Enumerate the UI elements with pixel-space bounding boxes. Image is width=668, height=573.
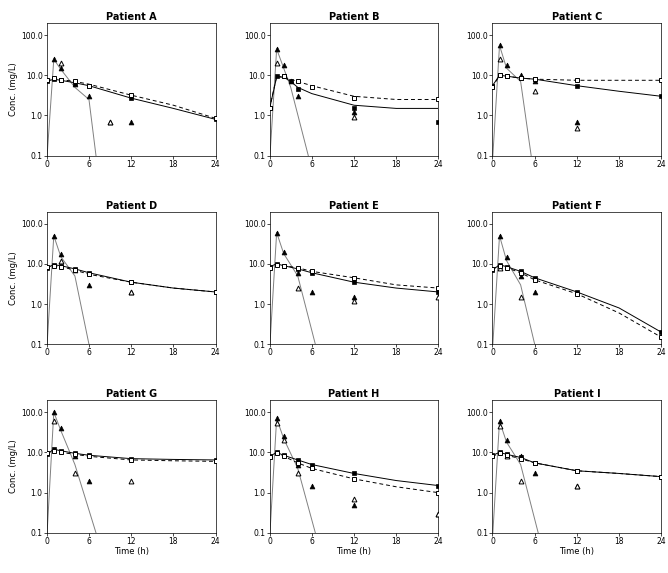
X-axis label: Time (h): Time (h)	[114, 547, 149, 556]
Title: Patient F: Patient F	[552, 201, 602, 211]
Y-axis label: Conc. (mg/L): Conc. (mg/L)	[9, 439, 18, 493]
Title: Patient I: Patient I	[554, 389, 601, 399]
Title: Patient E: Patient E	[329, 201, 379, 211]
Title: Patient G: Patient G	[106, 389, 157, 399]
Title: Patient B: Patient B	[329, 12, 379, 22]
Title: Patient C: Patient C	[552, 12, 602, 22]
Title: Patient D: Patient D	[106, 201, 157, 211]
Y-axis label: Conc. (mg/L): Conc. (mg/L)	[9, 62, 18, 116]
Y-axis label: Conc. (mg/L): Conc. (mg/L)	[9, 251, 18, 305]
X-axis label: Time (h): Time (h)	[337, 547, 371, 556]
Title: Patient A: Patient A	[106, 12, 156, 22]
X-axis label: Time (h): Time (h)	[559, 547, 595, 556]
Title: Patient H: Patient H	[329, 389, 379, 399]
